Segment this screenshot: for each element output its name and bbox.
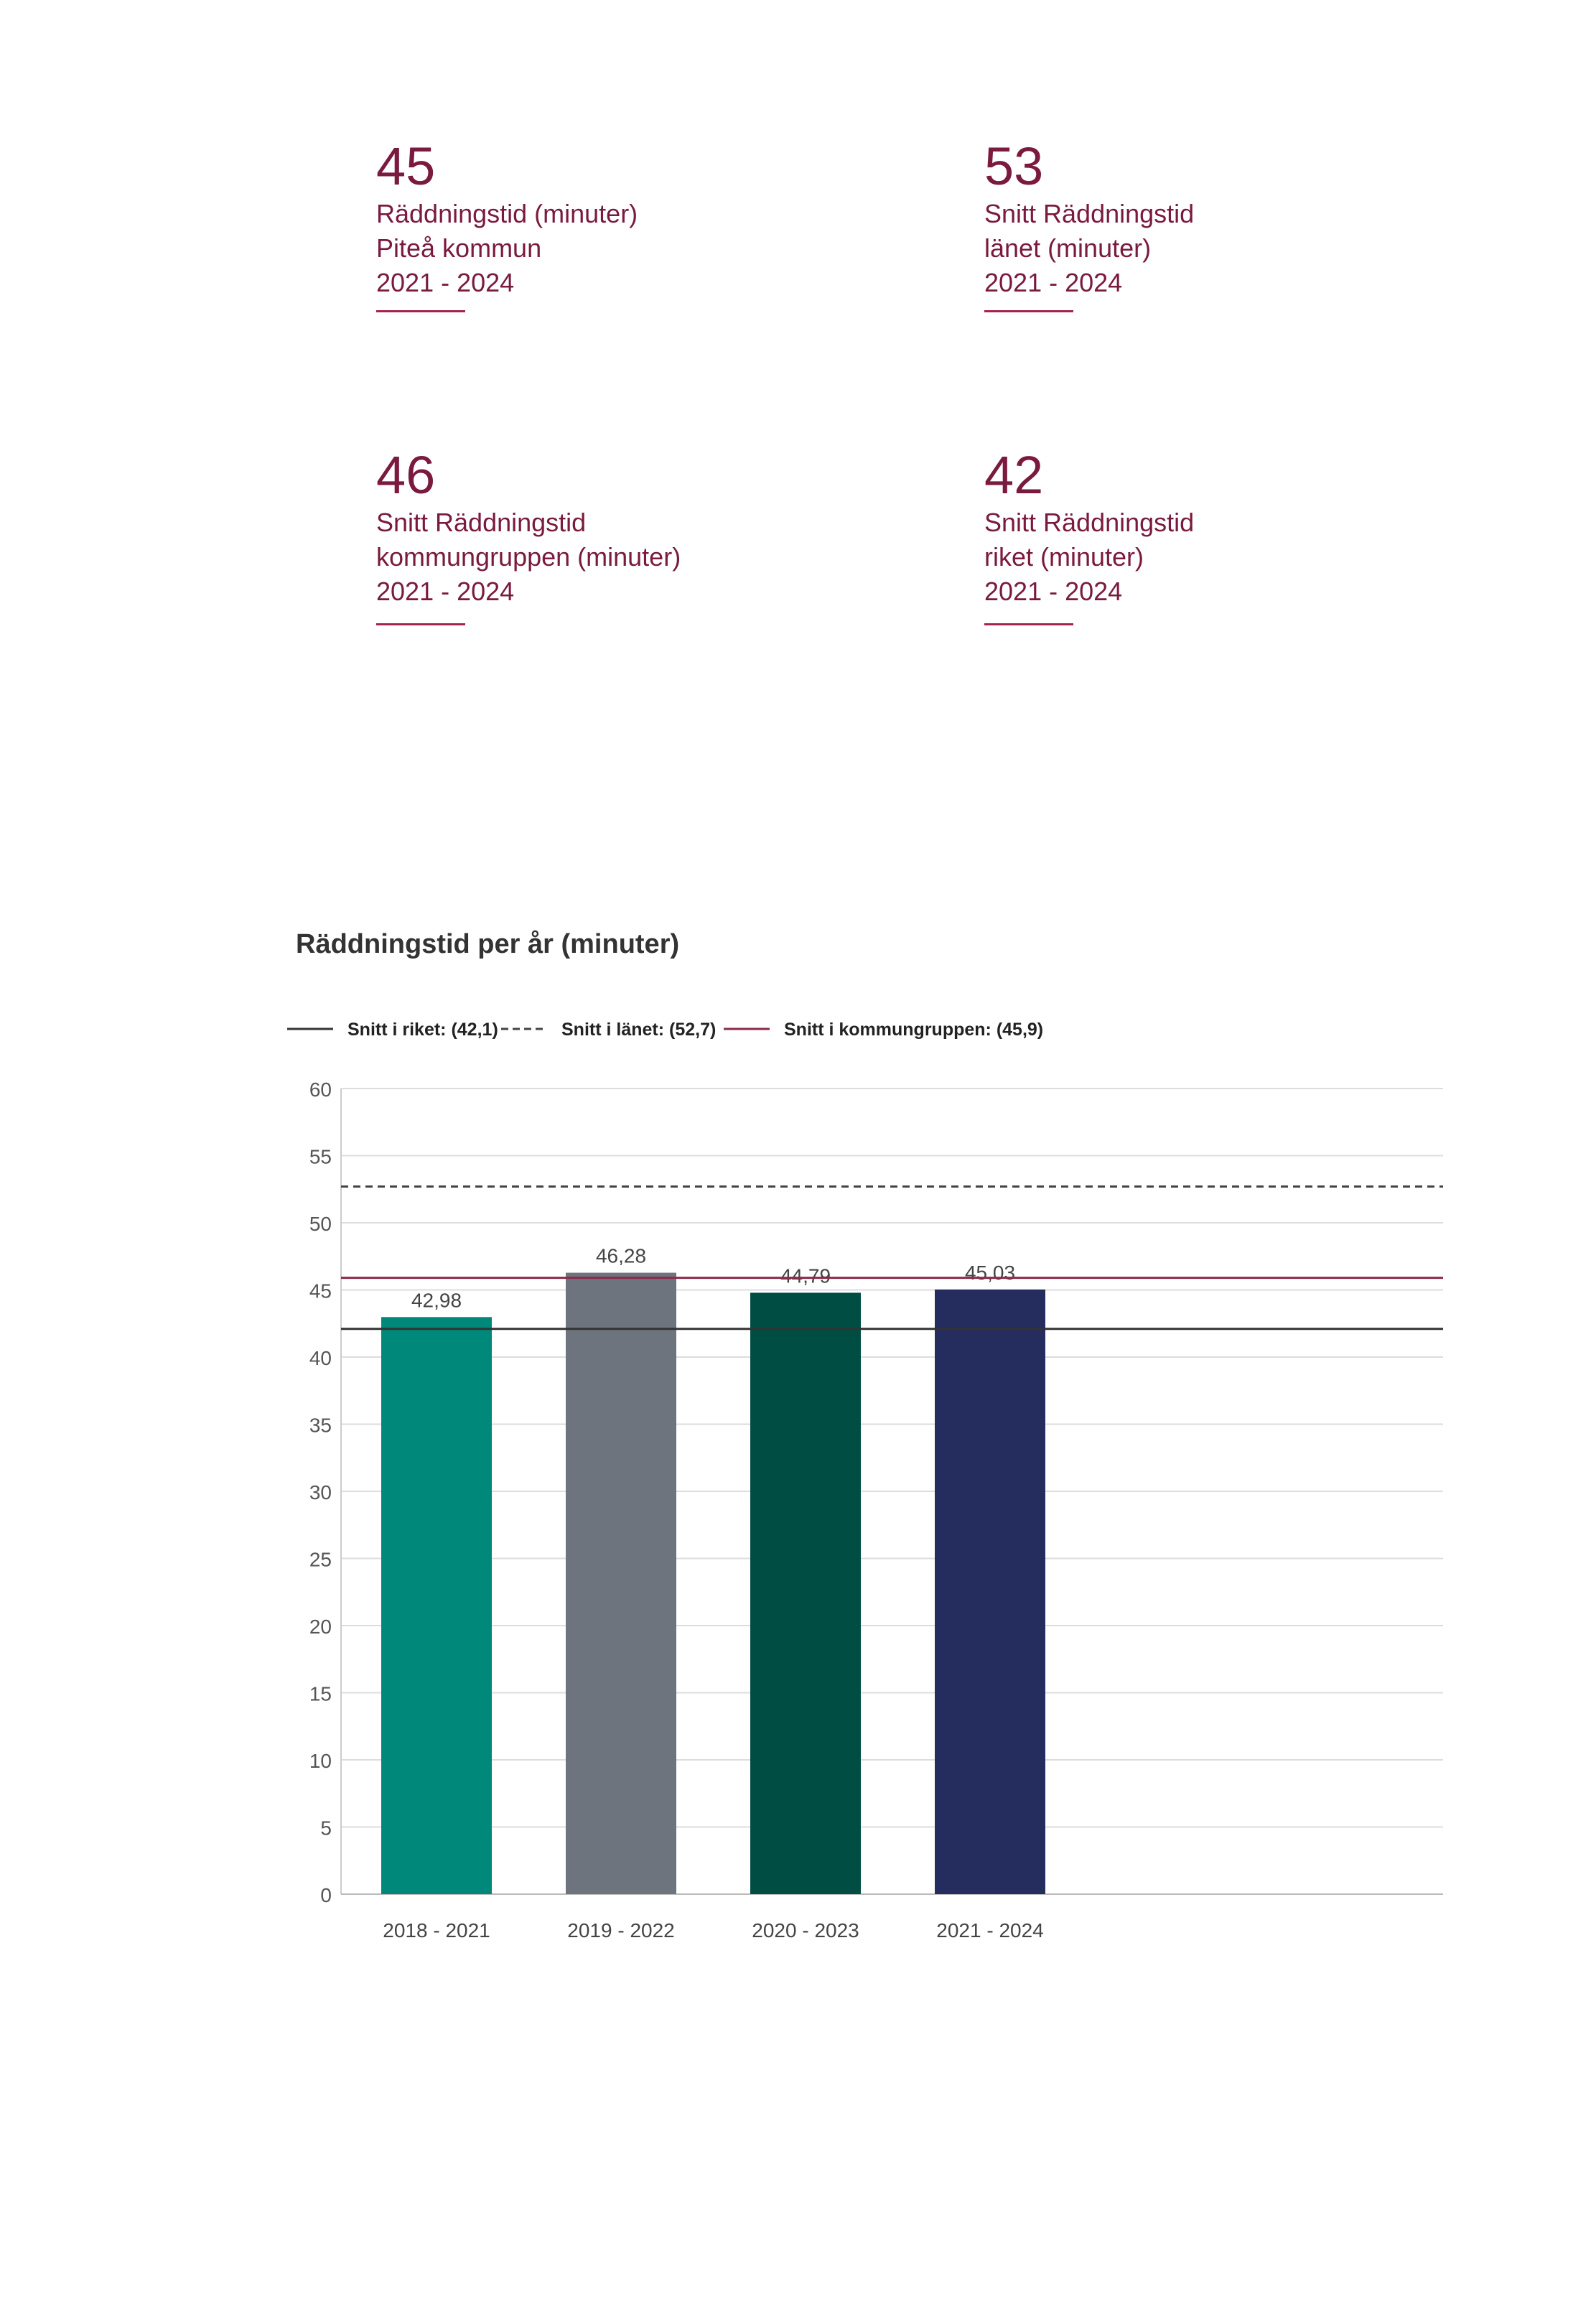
x-tick-label: 2019 - 2022 xyxy=(567,1919,674,1942)
bar xyxy=(750,1292,861,1894)
stat-label: Snitt Räddningstid xyxy=(984,199,1195,228)
x-tick-label: 2018 - 2021 xyxy=(383,1919,490,1942)
bar-value-label: 42,98 xyxy=(411,1289,462,1311)
stat-underline xyxy=(984,623,1073,625)
stat-label: 2021 - 2024 xyxy=(376,268,515,297)
stat-label: 2021 - 2024 xyxy=(984,577,1123,606)
y-tick-label: 55 xyxy=(309,1146,332,1168)
stat-label: länet (minuter) xyxy=(984,233,1152,263)
stat-label: kommungruppen (minuter) xyxy=(376,542,681,572)
stat-underline xyxy=(984,310,1073,312)
stat-underline xyxy=(376,310,465,312)
bar xyxy=(566,1272,676,1894)
stat-snitt-kommungruppen: 46 Snitt Räddningstid kommungruppen (min… xyxy=(376,445,681,625)
y-tick-label: 25 xyxy=(309,1549,332,1571)
legend-label: Snitt i riket: (42,1) xyxy=(347,1020,498,1040)
y-tick-label: 15 xyxy=(309,1683,332,1705)
stat-snitt-lanet: 53 Snitt Räddningstid länet (minuter) 20… xyxy=(984,136,1195,312)
y-tick-label: 0 xyxy=(320,1884,332,1906)
stat-value: 46 xyxy=(376,445,436,505)
y-tick-label: 30 xyxy=(309,1481,332,1504)
stat-label: Snitt Räddningstid xyxy=(376,508,587,537)
y-tick-label: 50 xyxy=(309,1213,332,1235)
stat-label: riket (minuter) xyxy=(984,542,1144,572)
bar xyxy=(381,1317,492,1894)
x-tick-label: 2021 - 2024 xyxy=(936,1919,1043,1942)
y-tick-label: 45 xyxy=(309,1280,332,1302)
y-tick-label: 40 xyxy=(309,1347,332,1369)
bar xyxy=(935,1289,1045,1894)
stat-underline xyxy=(376,623,465,625)
stat-label: Snitt Räddningstid xyxy=(984,508,1195,537)
y-tick-label: 5 xyxy=(320,1817,332,1840)
stat-snitt-riket: 42 Snitt Räddningstid riket (minuter) 20… xyxy=(984,445,1195,625)
stat-label: 2021 - 2024 xyxy=(376,577,515,606)
stat-label: 2021 - 2024 xyxy=(984,268,1123,297)
stat-raddningstid-kommun: 45 Räddningstid (minuter) Piteå kommun 2… xyxy=(376,136,638,312)
stat-value: 42 xyxy=(984,445,1044,505)
chart-title: Räddningstid per år (minuter) xyxy=(296,929,680,959)
stat-value: 53 xyxy=(984,136,1044,196)
y-tick-label: 20 xyxy=(309,1616,332,1638)
x-tick-label: 2020 - 2023 xyxy=(752,1919,859,1942)
stat-value: 45 xyxy=(376,136,436,196)
y-tick-label: 60 xyxy=(309,1078,332,1101)
stat-label: Piteå kommun xyxy=(376,233,542,263)
legend-label: Snitt i länet: (52,7) xyxy=(561,1020,716,1040)
y-tick-label: 10 xyxy=(309,1750,332,1772)
bar-value-label: 44,79 xyxy=(780,1264,831,1287)
stat-label: Räddningstid (minuter) xyxy=(376,199,638,228)
legend-label: Snitt i kommungruppen: (45,9) xyxy=(784,1020,1043,1040)
bar-value-label: 45,03 xyxy=(965,1262,1015,1284)
y-tick-label: 35 xyxy=(309,1415,332,1437)
bar-value-label: 46,28 xyxy=(596,1245,646,1267)
